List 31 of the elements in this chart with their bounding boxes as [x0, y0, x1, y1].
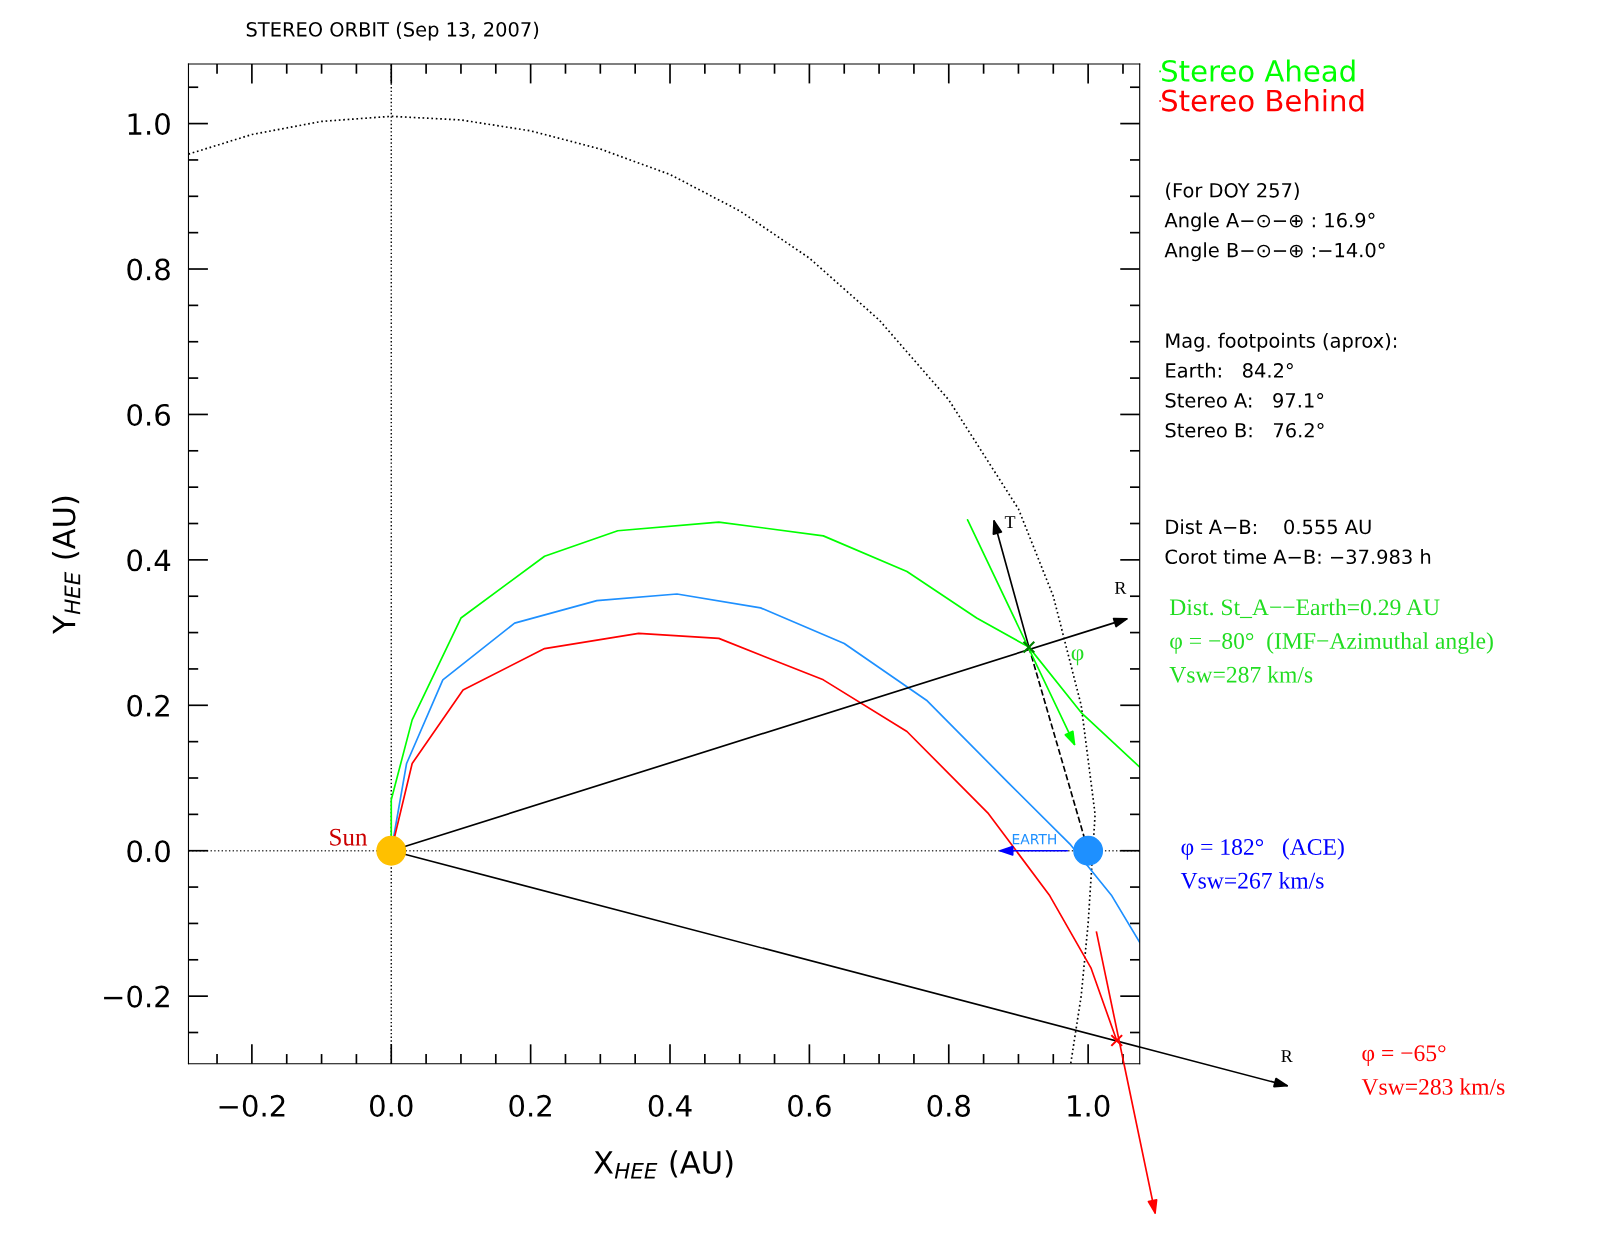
y-tick-label: 0.8 [127, 258, 170, 281]
text: Dist. St_A−−Earth=0.29 AU φ = −80° (IMF−Azimuthal angle) Vsw=287 km/s [1169, 598, 1493, 683]
x-tick-label: 1.0 [1068, 1094, 1110, 1117]
text: Mag. footpoints (aprox): Earth: 84.2° Stereo A: 97.1° Stereo B: 76.2° [1165, 332, 1397, 438]
annotation: EARTH [1012, 834, 1056, 845]
y-tick-label: 1.0 [128, 113, 170, 136]
annotation: R [1114, 581, 1127, 594]
text: φ = 182° (ACE) Vsw=267 km/s [1180, 838, 1344, 889]
annotation: φ [1071, 649, 1084, 666]
x-tick-label: 0.2 [509, 1094, 551, 1117]
chart-title: STEREO ORBIT (Sep 13, 2007) [246, 21, 539, 41]
legend-label: Stereo Behind [1162, 89, 1364, 112]
y-tick-label: 0.0 [127, 840, 170, 863]
x-tick-label: 0.6 [788, 1094, 831, 1117]
y-axis-title: Y$_{HEE}$ (AU) [51, 496, 81, 634]
annotation: Sun [330, 828, 368, 846]
y-tick-label: 0.6 [127, 403, 170, 426]
y-tick-label: 0.4 [127, 549, 171, 572]
text: (For DOY 257) Angle A−⊙−⊕ : 16.9° Angle B−⊙−⊕ :−14.0° [1164, 182, 1385, 262]
x-axis-title: X$_{HEE}$ (AU) [593, 1150, 733, 1179]
x-tick-label: 0.8 [927, 1094, 970, 1117]
text: Dist A−B: 0.555 AU Corot time A−B: −37.983 h [1165, 519, 1431, 565]
y-tick-label: 0.2 [127, 694, 169, 717]
annotation: T [1004, 516, 1016, 528]
legend-label: Stereo Ahead [1162, 59, 1355, 82]
text: R [1281, 1050, 1293, 1063]
x-tick-label: 0.4 [648, 1094, 692, 1117]
y-tick-label: −0.2 [104, 985, 169, 1008]
x-tick-label: −0.2 [219, 1094, 285, 1117]
text: φ = −65° Vsw=283 km/s [1361, 1045, 1505, 1095]
x-tick-label: 0.0 [369, 1094, 413, 1117]
